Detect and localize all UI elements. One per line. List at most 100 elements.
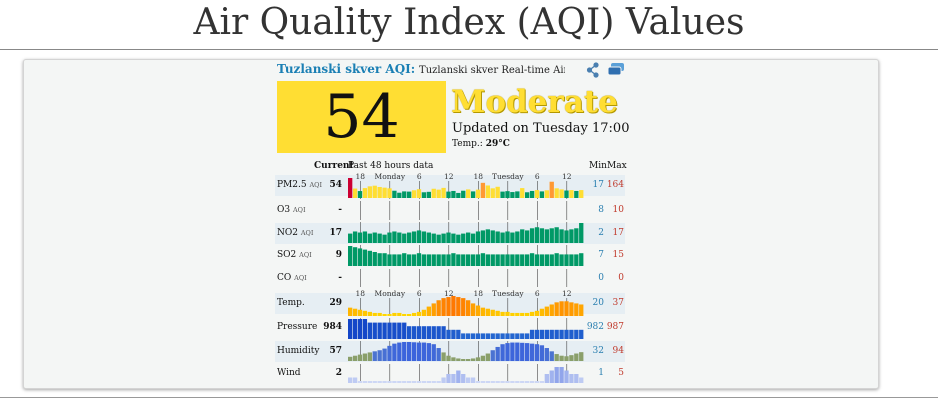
row-label-text: Wind — [277, 368, 301, 378]
page-title: Air Quality Index (AQI) Values — [193, 2, 745, 43]
so2-bar — [574, 254, 579, 266]
no2-bar — [549, 228, 554, 243]
time-tick-label: 6 — [535, 289, 540, 298]
humidity-bar — [411, 342, 417, 361]
share-icon[interactable] — [586, 62, 600, 78]
row-max-value: 10 — [612, 205, 624, 215]
humidity-bar — [446, 355, 451, 361]
row-label: NO2 AQI — [277, 228, 313, 238]
temperature-bar — [387, 314, 392, 316]
no2-bar — [402, 233, 407, 243]
row-min-value: 8 — [598, 205, 604, 215]
row-label: Temp. — [277, 298, 305, 308]
wind-bar — [549, 370, 554, 383]
wind-bar — [441, 377, 446, 383]
humidity-bar — [362, 353, 368, 361]
no2-bar — [525, 230, 530, 243]
no2-bar — [411, 231, 417, 243]
pressure-bar — [392, 322, 397, 339]
so2-bar — [515, 254, 520, 266]
humidity-bar — [348, 356, 353, 361]
humidity-bar — [352, 355, 358, 361]
temperature-bar — [461, 298, 466, 316]
so2-bar — [529, 253, 535, 266]
no2-bar — [372, 232, 377, 243]
no2-bar — [367, 233, 372, 243]
wind-bar — [456, 370, 461, 383]
pressure-bar — [549, 329, 554, 339]
humidity-bar — [574, 353, 579, 361]
no2-bar — [466, 232, 471, 243]
pressure-bar — [402, 322, 407, 339]
temperature-bar — [505, 311, 510, 316]
so2-bar — [372, 252, 377, 266]
wind-bar — [505, 381, 510, 383]
pm25-bar — [348, 178, 353, 198]
humidity-bar — [510, 342, 515, 361]
wind-bar — [357, 381, 363, 383]
pm25-bar — [362, 188, 368, 198]
pm25-bar — [490, 188, 495, 198]
wind-bar — [397, 381, 402, 383]
pm25-bar — [525, 192, 530, 198]
time-tick-label: 12 — [562, 289, 572, 298]
humidity-bar — [485, 353, 490, 361]
temperature-bar — [416, 311, 422, 316]
pm25-bar — [554, 188, 559, 198]
pressure-bar — [431, 326, 436, 339]
so2-bar — [441, 254, 446, 266]
temperature-bar — [554, 302, 559, 316]
humidity-bar — [470, 358, 476, 361]
temperature-bar — [549, 304, 554, 316]
so2-bar — [564, 254, 569, 266]
pressure-bar — [554, 329, 559, 339]
temperature-summary: Temp.: 29°C — [452, 139, 510, 149]
no2-bar — [397, 232, 402, 243]
so2-bar — [362, 249, 368, 266]
humidity-bar — [520, 342, 525, 361]
no2-bar — [574, 228, 579, 243]
wind-bar — [387, 381, 392, 383]
humidity-bar — [534, 344, 540, 361]
so2-bar — [382, 253, 387, 266]
pressure-bar — [441, 326, 446, 339]
humidity-bar — [461, 359, 466, 361]
no2-bar — [377, 233, 382, 243]
pressure-bar — [579, 329, 584, 339]
temperature-bar — [574, 303, 579, 316]
humidity-bar — [579, 352, 584, 361]
row-label: SO2 AQI — [277, 250, 312, 260]
so2-bar — [451, 253, 456, 266]
station-name-link[interactable]: Tuzlanski skver AQI: — [277, 62, 416, 76]
time-tick-label: 18 — [474, 289, 484, 298]
row-current-value: 57 — [329, 346, 342, 356]
pressure-bar — [377, 322, 382, 339]
wind-bar — [421, 381, 427, 383]
humidity-bar — [387, 345, 392, 361]
temperature-bar — [510, 312, 515, 316]
wind-bar — [495, 381, 500, 383]
wind-bar — [539, 381, 545, 383]
widget-icon[interactable] — [607, 62, 625, 76]
so2-bar — [402, 253, 407, 266]
pressure-bar — [470, 333, 476, 339]
pm25-bar — [372, 185, 377, 198]
humidity-bar — [357, 354, 363, 361]
pressure-bar — [352, 319, 358, 339]
so2-bar — [377, 253, 382, 266]
temperature-bar — [475, 305, 481, 316]
bottom-divider — [0, 397, 938, 398]
temperature-bar — [397, 312, 402, 316]
pressure-bar — [569, 329, 574, 339]
aqi-level-label: Moderate — [451, 84, 618, 120]
pm25-bar — [431, 188, 436, 198]
pressure-bar — [475, 333, 481, 339]
pressure-bar — [416, 326, 422, 339]
humidity-bar — [456, 358, 461, 361]
wind-bar — [407, 381, 412, 383]
humidity-bar — [416, 342, 422, 361]
no2-bar — [421, 231, 427, 243]
no2-bar — [564, 230, 569, 243]
pm25-bar — [564, 190, 569, 198]
pressure-bar — [529, 329, 535, 339]
